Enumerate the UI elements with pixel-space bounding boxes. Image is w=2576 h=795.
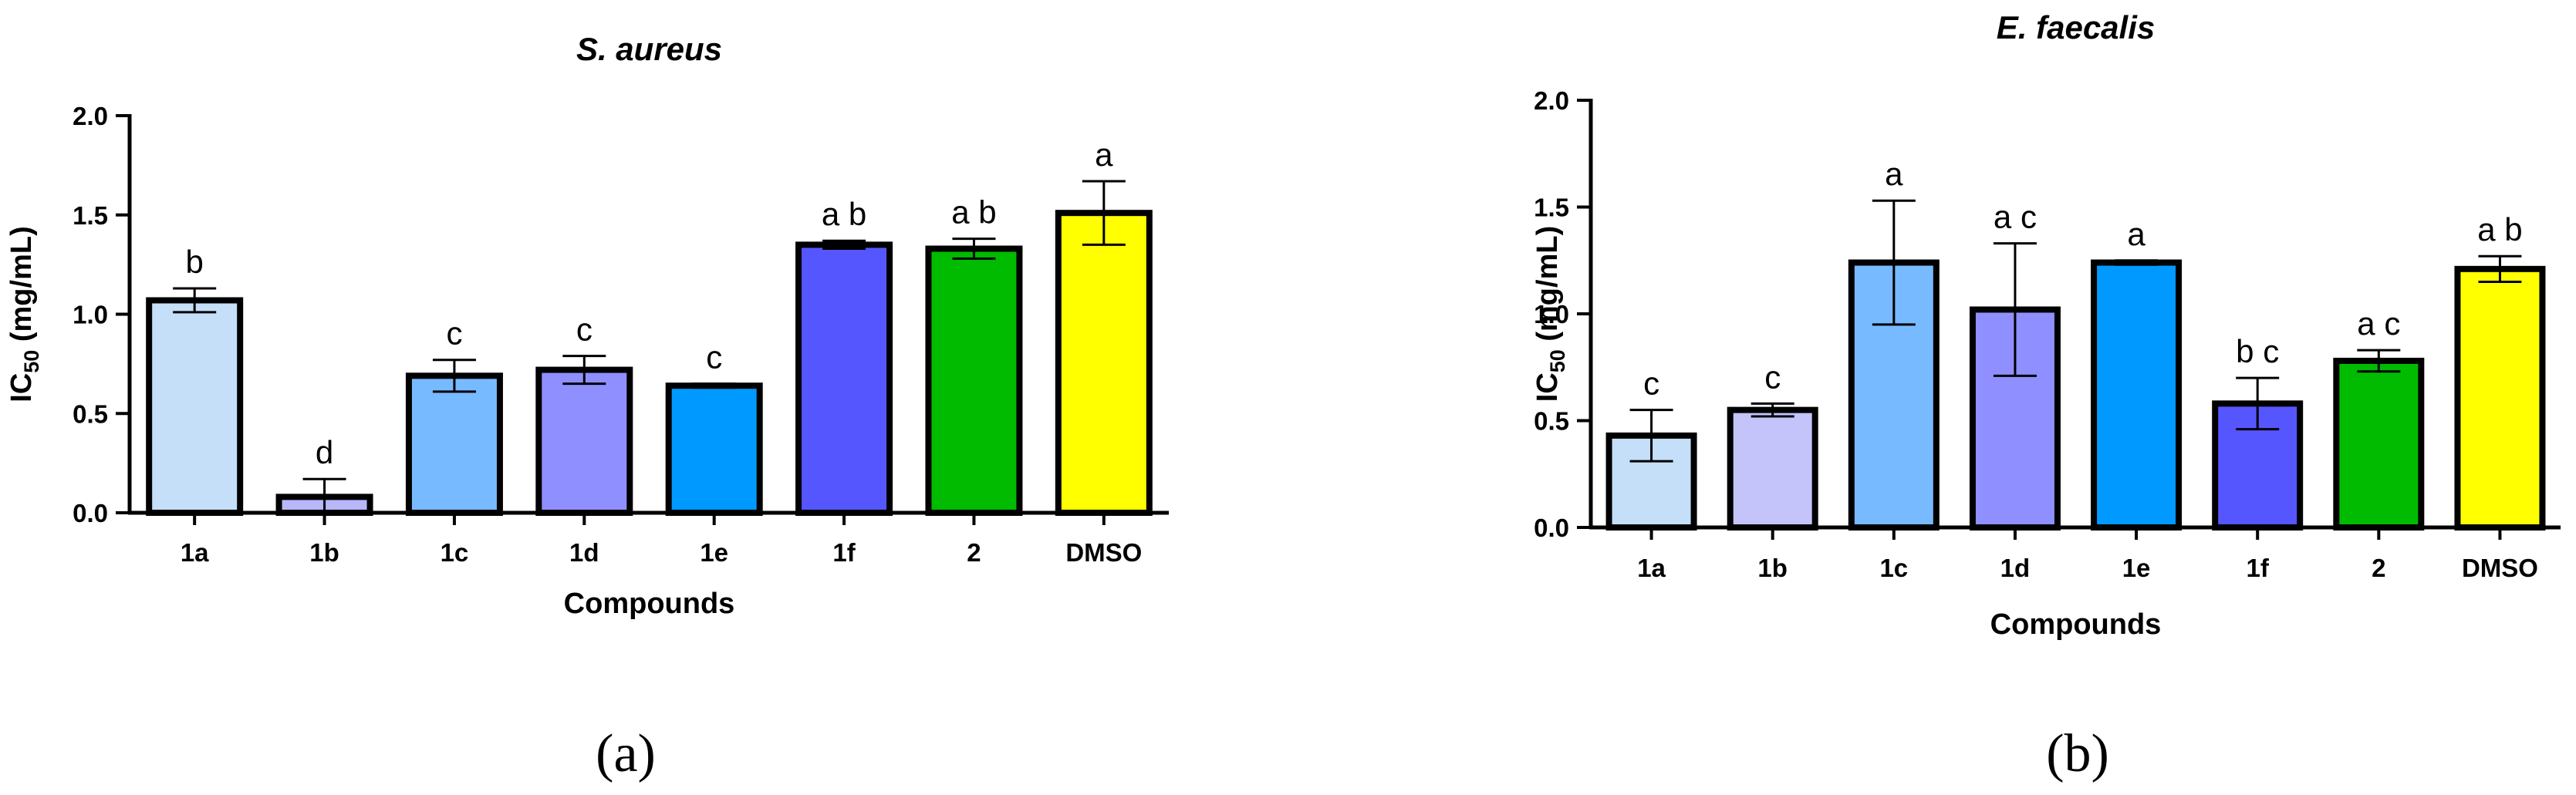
- bar-2: [2333, 357, 2425, 531]
- y-axis-label-main: IC: [1531, 372, 1564, 402]
- significance-letter-1e: a: [2127, 216, 2146, 252]
- x-tick-label-1a: 1a: [1637, 554, 1666, 582]
- y-axis-label-unit: (mg/mL): [1531, 226, 1564, 349]
- x-tick-label-2: 2: [2372, 554, 2385, 582]
- bar-1e: [665, 382, 763, 517]
- significance-letter-DMSO: a b: [2477, 211, 2522, 248]
- significance-letter-1f: a b: [822, 196, 866, 232]
- significance-letter-1f: b c: [2236, 333, 2279, 369]
- significance-letter-1b: c: [1764, 359, 1781, 395]
- y-tick-label-1.0: 1.0: [73, 301, 108, 329]
- significance-letter-1d: a c: [1994, 199, 2037, 235]
- chart-title: E. faecalis: [1997, 9, 2155, 45]
- significance-letter-1c: c: [446, 315, 462, 352]
- y-tick-label-1.0: 1.0: [1534, 300, 1569, 328]
- bar-1d: [535, 366, 633, 516]
- x-tick-label-1e: 1e: [2122, 554, 2151, 582]
- bar-1c: [405, 372, 503, 517]
- x-axis-label: Compounds: [564, 588, 735, 620]
- significance-letter-1c: a: [1885, 156, 1903, 192]
- significance-letter-1d: c: [576, 312, 593, 348]
- x-tick-label-1b: 1b: [309, 538, 339, 567]
- x-tick-label-DMSO: DMSO: [2462, 554, 2538, 582]
- y-tick-label-0.0: 0.0: [1534, 514, 1569, 542]
- bar-DMSO: [2454, 265, 2546, 531]
- bar-1e: [2091, 259, 2183, 531]
- y-axis-label-subscript: 50: [1546, 349, 1569, 372]
- x-tick-label-1e: 1e: [700, 538, 728, 567]
- x-tick-label-1f: 1f: [832, 538, 856, 567]
- panel-label: (b): [2046, 724, 2109, 783]
- significance-letter-2: a b: [951, 194, 996, 231]
- y-tick-label-0.5: 0.5: [73, 399, 108, 428]
- significance-letter-1a: c: [1643, 365, 1659, 402]
- y-axis-label-subscript: 50: [20, 350, 43, 373]
- bar-1a: [146, 297, 244, 516]
- y-tick-label-1.5: 1.5: [1534, 194, 1569, 222]
- chart-a: S. aureus b 1a d 1b c 1c c 1d c 1e a b 1f a b 2 a DMSO 0.…: [5, 31, 1169, 783]
- y-axis-label: IC50 (mg/mL): [5, 226, 43, 402]
- y-axis-label: IC50 (mg/mL): [1531, 226, 1569, 402]
- x-tick-label-DMSO: DMSO: [1065, 538, 1142, 567]
- bar-DMSO: [1055, 210, 1153, 516]
- y-tick-label-0.0: 0.0: [73, 499, 108, 527]
- y-tick-label-1.5: 1.5: [73, 201, 108, 230]
- chart-b: E. faecalis c 1a c 1b a 1c a c 1d a 1e b c 1f a c 2 a b…: [1531, 9, 2561, 783]
- x-tick-label-1c: 1c: [441, 538, 469, 567]
- significance-letter-1e: c: [706, 339, 722, 376]
- significance-letter-1b: d: [316, 434, 333, 470]
- x-axis-label: Compounds: [1990, 608, 2162, 641]
- y-axis-label-main: IC: [5, 373, 38, 403]
- bar-2: [925, 245, 1023, 516]
- y-axis-label-unit: (mg/mL): [5, 226, 38, 349]
- significance-letter-DMSO: a: [1095, 136, 1113, 173]
- x-tick-label-1f: 1f: [2247, 554, 2270, 582]
- chart-title: S. aureus: [576, 31, 722, 67]
- x-tick-label-1d: 1d: [2000, 554, 2031, 582]
- x-tick-label-1b: 1b: [1757, 554, 1788, 582]
- x-tick-label-1c: 1c: [1879, 554, 1908, 582]
- x-tick-label-1d: 1d: [569, 538, 599, 567]
- x-tick-label-1a: 1a: [181, 538, 209, 567]
- y-tick-label-2.0: 2.0: [73, 102, 108, 130]
- bar-1f: [795, 241, 893, 516]
- significance-letter-2: a c: [2357, 305, 2400, 342]
- x-tick-label-2: 2: [967, 538, 981, 567]
- significance-letter-1a: b: [186, 244, 204, 280]
- y-tick-label-2.0: 2.0: [1534, 86, 1569, 115]
- panel-label: (a): [596, 724, 656, 783]
- y-tick-label-0.5: 0.5: [1534, 407, 1569, 436]
- bar-1b: [1727, 406, 1818, 531]
